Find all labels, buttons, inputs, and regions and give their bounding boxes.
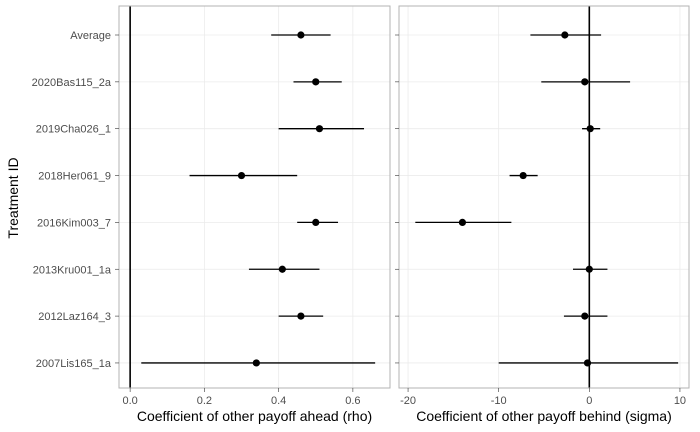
x-tick-label: -10 [491, 395, 507, 407]
y-tick-label: 2018Her061_9 [38, 171, 111, 183]
estimate-point [315, 125, 324, 133]
y-tick-label: 2020Bas115_2a [32, 77, 112, 89]
estimate-point [297, 312, 305, 320]
estimate-point [586, 125, 594, 133]
estimate-point [312, 218, 320, 226]
estimate-point [585, 265, 593, 273]
y-axis-title: Treatment ID [5, 157, 21, 238]
y-tick-label: 2019Cha026_1 [36, 124, 111, 136]
y-tick-label: 2016Kim003_7 [37, 217, 111, 229]
y-tick-label: 2012Laz164_3 [38, 311, 111, 323]
estimate-point [278, 265, 286, 273]
x-tick-label: 0.2 [197, 395, 212, 407]
x-tick-label: 10 [674, 395, 686, 407]
y-tick-label: Average [70, 30, 111, 42]
x-tick-label: 0.6 [345, 395, 360, 407]
estimate-point [252, 359, 260, 367]
x-axis-title: Coefficient of other payoff behind (sigm… [416, 408, 672, 424]
y-tick-label: 2013Kru001_1a [33, 264, 112, 276]
estimate-point [312, 78, 320, 86]
x-tick-label: 0.0 [122, 395, 137, 407]
estimate-point [583, 359, 592, 367]
estimate-point [297, 31, 305, 39]
estimate-point [458, 218, 467, 226]
x-tick-label: 0.4 [271, 395, 286, 407]
y-tick-labels: Average 2020Bas115_2a 2019Cha026_1 2018Her0… [32, 30, 399, 370]
estimate-point [519, 171, 527, 180]
estimate-point [237, 171, 246, 180]
panel-border [118, 5, 391, 389]
estimate-point [561, 31, 569, 39]
x-tick-label: 0 [586, 395, 592, 407]
estimate-point [581, 78, 589, 86]
panel-border [398, 5, 690, 389]
estimate-point [581, 312, 589, 320]
x-axis-title: Coefficient of other payoff ahead (rho) [137, 408, 372, 424]
y-tick-label: 2007Lis165_1a [36, 358, 112, 370]
x-tick-label: -20 [400, 395, 416, 407]
